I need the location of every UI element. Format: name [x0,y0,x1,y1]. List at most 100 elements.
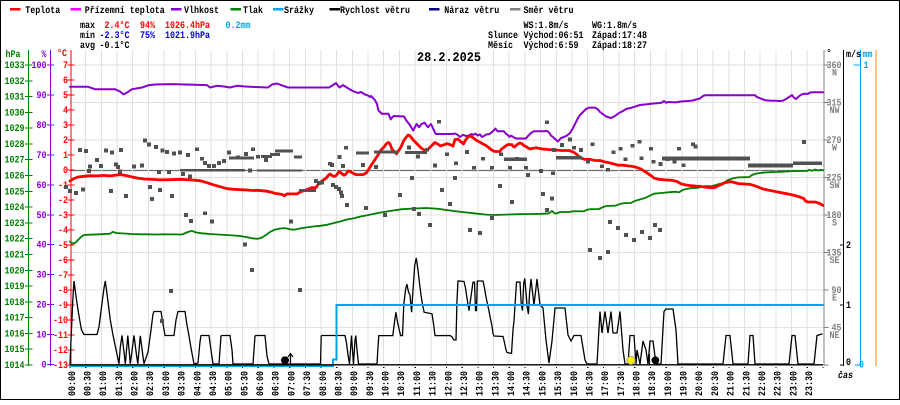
svg-text:2: 2 [63,136,68,147]
svg-text:08:00: 08:00 [319,371,330,396]
svg-text:00:00: 00:00 [68,371,79,396]
svg-text:14:00: 14:00 [507,371,518,396]
svg-text:Srážky: Srážky [284,5,314,17]
svg-text:20:30: 20:30 [711,371,722,396]
svg-text:-8: -8 [58,286,68,297]
svg-text:1029: 1029 [5,124,25,135]
svg-text:21:00: 21:00 [727,371,738,396]
svg-text:40: 40 [37,241,47,252]
svg-text:19:00: 19:00 [664,371,675,396]
svg-text:4: 4 [63,106,68,117]
svg-text:18:30: 18:30 [648,371,659,396]
svg-text:15:30: 15:30 [554,371,565,396]
svg-text:Západ:18:27: Západ:18:27 [592,40,647,52]
svg-text:m/s: m/s [846,49,861,61]
svg-text:60: 60 [37,181,47,192]
svg-text:22:00: 22:00 [758,371,769,396]
svg-text:20:00: 20:00 [695,371,706,396]
svg-text:%: % [42,50,47,61]
svg-text:75%: 75% [140,31,155,42]
svg-text:-5: -5 [58,241,68,252]
svg-text:1018: 1018 [5,298,25,309]
svg-text:avg: avg [80,41,95,52]
svg-text:°C: °C [57,49,67,60]
svg-text:min: min [80,30,95,42]
svg-text:28.2.2025: 28.2.2025 [417,50,481,65]
svg-text:6: 6 [63,76,68,87]
svg-text:1024: 1024 [5,203,25,214]
svg-text:1021.9hPa: 1021.9hPa [165,30,210,42]
svg-text:čas: čas [838,370,853,382]
svg-text:08:30: 08:30 [335,371,346,396]
svg-text:45: 45 [832,324,842,335]
svg-text:14:30: 14:30 [523,371,534,396]
svg-text:E: E [832,294,837,305]
svg-text:10:00: 10:00 [382,371,393,396]
svg-text:-7: -7 [58,271,68,282]
svg-text:1020: 1020 [5,266,25,277]
svg-text:07:30: 07:30 [303,371,314,396]
svg-text:Vlhkost: Vlhkost [184,5,219,17]
svg-text:Západ:17:48: Západ:17:48 [592,30,647,42]
svg-text:SE: SE [830,256,840,267]
svg-text:Východ:06:51: Východ:06:51 [524,30,584,42]
svg-text:03:30: 03:30 [178,371,189,396]
svg-text:5: 5 [63,91,68,102]
svg-text:90: 90 [832,286,842,297]
svg-text:S: S [832,219,837,230]
svg-text:09:00: 09:00 [350,371,361,396]
svg-text:13:00: 13:00 [476,371,487,396]
svg-text:50: 50 [37,211,47,222]
svg-text:1014: 1014 [5,361,25,372]
svg-text:1033: 1033 [5,61,25,72]
svg-text:1026: 1026 [5,172,25,183]
svg-text:00:30: 00:30 [84,371,95,396]
svg-text:06:00: 06:00 [256,371,267,396]
svg-text:17:00: 17:00 [601,371,612,396]
svg-text:04:00: 04:00 [193,371,204,396]
svg-text:225: 225 [827,174,842,185]
svg-text:180: 180 [827,211,842,222]
svg-text:°: ° [827,49,832,60]
svg-text:mm: mm [863,50,873,61]
svg-text:360: 360 [827,61,842,72]
svg-text:05:00: 05:00 [225,371,236,396]
svg-text:-3: -3 [58,211,68,222]
svg-text:SW: SW [830,181,840,192]
svg-text:90: 90 [37,91,47,102]
svg-text:20: 20 [37,301,47,312]
svg-text:1015: 1015 [5,345,25,356]
svg-text:1025: 1025 [5,187,25,198]
svg-text:06:30: 06:30 [272,371,283,396]
svg-text:WS:1.8m/s: WS:1.8m/s [524,20,569,32]
svg-text:270: 270 [827,136,842,147]
svg-text:Tlak: Tlak [243,5,263,17]
svg-text:22:30: 22:30 [774,371,785,396]
svg-text:07:00: 07:00 [287,371,298,396]
svg-text:Teplota: Teplota [25,5,60,17]
svg-text:0: 0 [42,361,47,372]
svg-text:Slunce: Slunce [488,30,518,42]
svg-text:1: 1 [63,151,68,162]
svg-text:hPa: hPa [6,49,21,61]
svg-text:2.4°C: 2.4°C [105,21,130,32]
svg-text:Měsíc: Měsíc [488,40,513,52]
svg-text:-13: -13 [53,361,68,372]
svg-text:1: 1 [864,61,869,72]
svg-text:12:00: 12:00 [444,371,455,396]
svg-text:19:30: 19:30 [680,371,691,396]
svg-text:-2.3°C: -2.3°C [100,31,130,42]
svg-text:0: 0 [846,358,851,369]
svg-text:1027: 1027 [5,156,25,167]
svg-text:Přízemní teplota: Přízemní teplota [85,5,165,17]
svg-text:01:30: 01:30 [115,371,126,396]
svg-text:1021: 1021 [5,250,25,261]
svg-text:16:00: 16:00 [570,371,581,396]
svg-text:Rychlost větru: Rychlost větru [340,5,410,17]
svg-text:30: 30 [37,271,47,282]
svg-text:02:00: 02:00 [131,371,142,396]
svg-text:1022: 1022 [5,235,25,246]
svg-text:05:30: 05:30 [240,371,251,396]
svg-text:3: 3 [63,121,68,132]
svg-text:max: max [80,21,95,32]
